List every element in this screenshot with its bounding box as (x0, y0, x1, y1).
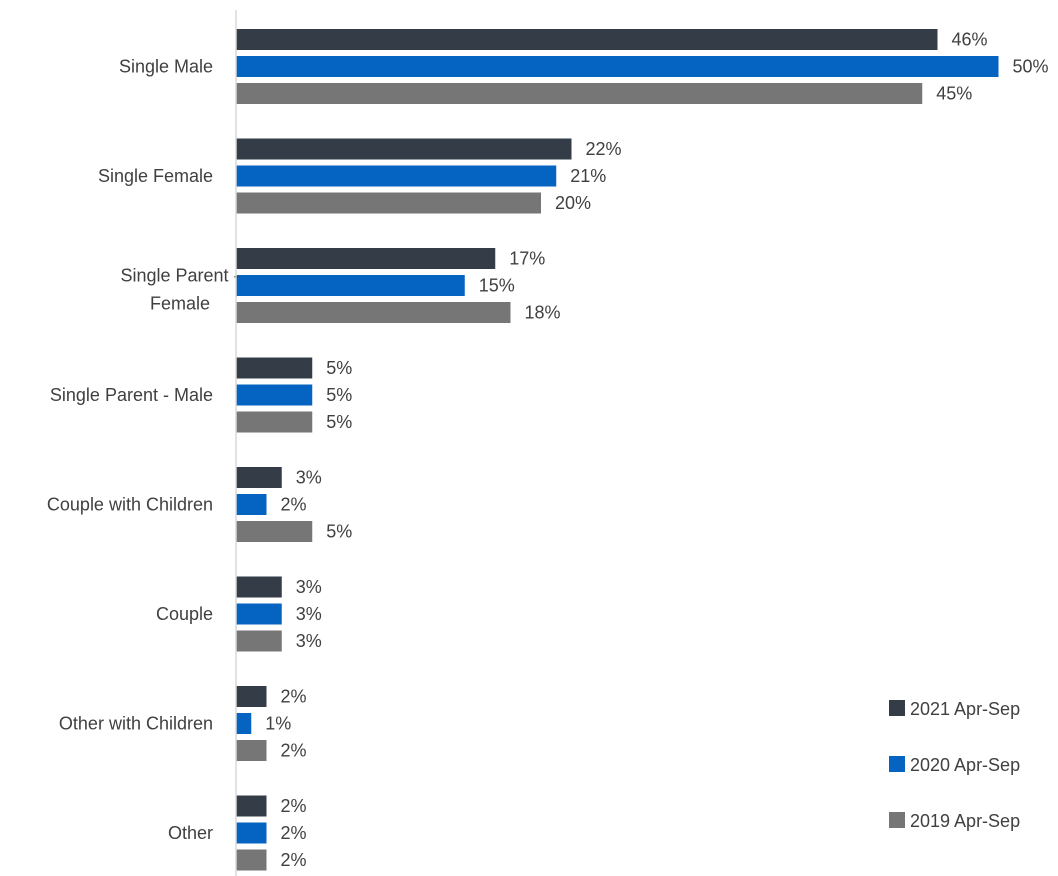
bar (236, 795, 267, 817)
legend-swatch (889, 812, 905, 828)
data-label: 3% (296, 604, 322, 624)
data-label: 5% (326, 385, 352, 405)
bar (236, 849, 267, 871)
bar (236, 29, 938, 50)
data-label: 50% (1013, 57, 1049, 77)
legend-swatch (889, 756, 905, 772)
data-label: 21% (570, 166, 606, 186)
data-label: 20% (555, 193, 591, 213)
bar (236, 275, 465, 296)
bar (236, 740, 267, 761)
data-label: 2% (281, 495, 307, 515)
bar (236, 384, 313, 406)
category-labels-layer: Single Male Single Female Single Parent - F… (47, 57, 240, 844)
bar (236, 713, 252, 734)
bar (236, 192, 541, 214)
data-label: 2% (281, 741, 307, 761)
bar (236, 165, 557, 187)
category-label: Single Female (98, 166, 213, 186)
bar (236, 822, 267, 844)
data-label: 2% (281, 823, 307, 843)
bar (236, 83, 923, 104)
bar (236, 56, 999, 77)
data-label: 46% (952, 30, 988, 50)
category-label: Single Parent - Male (50, 385, 213, 405)
bar (236, 411, 313, 433)
category-label: Other (168, 823, 213, 843)
category-label: Single Parent - Female (120, 266, 239, 314)
data-label: 17% (509, 249, 545, 269)
category-label: Other with Children (59, 714, 213, 734)
bars-layer (236, 29, 999, 871)
category-label-line: Female (150, 294, 210, 314)
bar (236, 494, 267, 515)
category-label: Single Male (119, 57, 213, 77)
category-label: Couple (156, 604, 213, 624)
bar (236, 686, 267, 707)
bar (236, 357, 313, 379)
data-label: 2% (281, 687, 307, 707)
bar (236, 138, 572, 160)
data-label: 3% (296, 631, 322, 651)
legend: 2021 Apr-Sep 2020 Apr-Sep 2019 Apr-Sep (889, 699, 1020, 831)
bar (236, 248, 496, 269)
data-label: 15% (479, 276, 515, 296)
category-label: Couple with Children (47, 495, 213, 515)
legend-label: 2019 Apr-Sep (910, 811, 1020, 831)
bar (236, 467, 282, 488)
bar (236, 302, 511, 323)
legend-swatch (889, 700, 905, 716)
data-label: 45% (936, 84, 972, 104)
data-label: 2% (281, 796, 307, 816)
data-label: 5% (326, 522, 352, 542)
data-label: 3% (296, 468, 322, 488)
data-label: 3% (296, 577, 322, 597)
legend-label: 2021 Apr-Sep (910, 699, 1020, 719)
bar (236, 521, 313, 542)
data-label: 22% (586, 139, 622, 159)
data-label: 18% (525, 303, 561, 323)
data-label: 5% (326, 358, 352, 378)
category-label-line: Single Parent - (120, 266, 239, 286)
data-label: 1% (265, 714, 291, 734)
legend-label: 2020 Apr-Sep (910, 755, 1020, 775)
data-label: 2% (281, 850, 307, 870)
data-label: 5% (326, 412, 352, 432)
data-labels-layer: 46% 50% 45% 22% 21% 20% 17% 15% 18% 5% 5% 5% 3% 2% 5% 3… (265, 30, 1048, 871)
bar (236, 576, 282, 598)
bar (236, 603, 282, 625)
bar (236, 630, 282, 652)
